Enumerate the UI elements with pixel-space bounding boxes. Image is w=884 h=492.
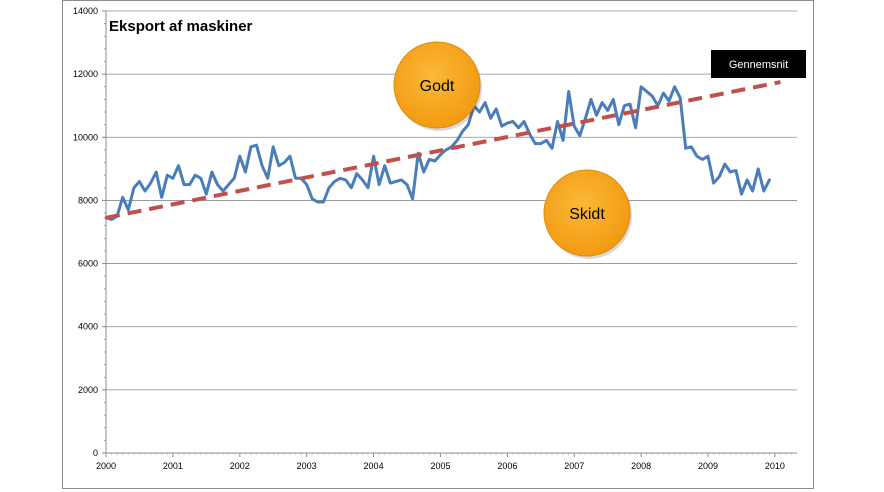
x-tick-label: 2010: [765, 461, 785, 471]
x-tick-label: 2002: [230, 461, 250, 471]
y-tick-label: 2000: [78, 385, 98, 395]
y-tick-label: 0: [93, 448, 98, 458]
legend-box: [711, 50, 806, 78]
annotation-label-skidt: Skidt: [569, 206, 605, 223]
legend-label-gennemsnit: Gennemsnit: [729, 59, 788, 71]
annotations: Godt Skidt Gennemsnit: [393, 41, 806, 259]
x-tick-label: 2007: [564, 461, 584, 471]
y-tick-label: 8000: [78, 195, 98, 205]
series-line-gennemsnit: [105, 80, 781, 220]
x-tick-label: 2004: [364, 461, 384, 471]
y-tick-label: 6000: [78, 259, 98, 269]
x-tick-label: 2005: [430, 461, 450, 471]
x-tick-label: 2006: [497, 461, 517, 471]
x-tick-label: 2000: [96, 461, 116, 471]
x-tick-label: 2008: [631, 461, 651, 471]
annotation-bubble-godt: [393, 41, 481, 129]
y-tick-label: 12000: [73, 69, 98, 79]
x-tick-label: 2003: [297, 461, 317, 471]
axes: 0 2000 4000 6000 8000 10000 12000 14000 2000 2001…: [73, 6, 797, 471]
x-tick-label: 2009: [698, 461, 718, 471]
annotation-label-godt: Godt: [420, 78, 455, 95]
chart-title: Eksport af maskiner: [109, 18, 253, 35]
annotation-bubble-skidt: [543, 169, 631, 257]
series-line-eksport: [104, 85, 771, 221]
y-tick-label: 14000: [73, 6, 98, 16]
series: [104, 80, 781, 221]
y-tick-label: 10000: [73, 132, 98, 142]
y-tick-label: 4000: [78, 322, 98, 332]
x-tick-label: 2001: [163, 461, 183, 471]
